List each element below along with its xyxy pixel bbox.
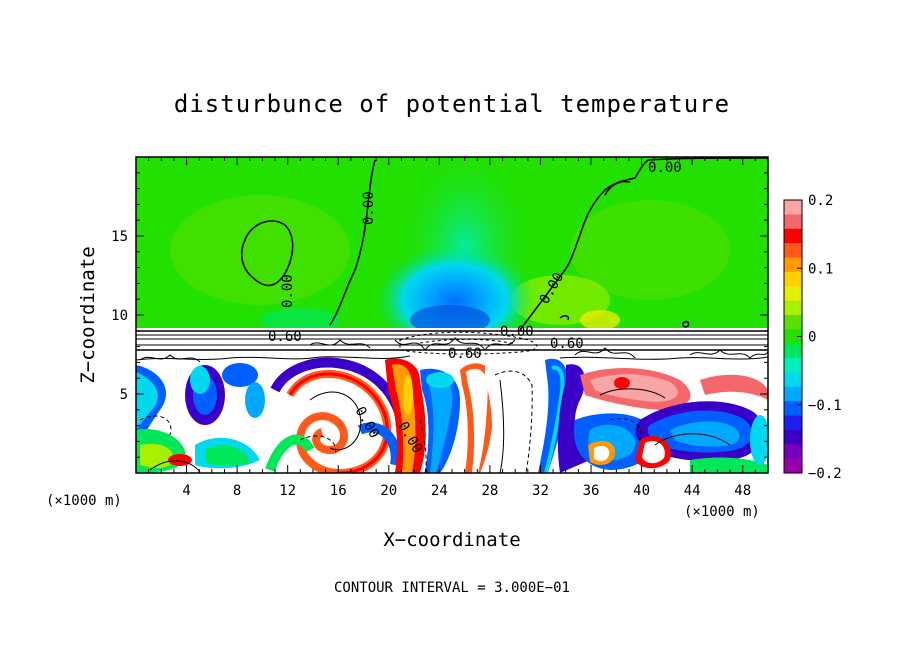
- colorbar-swatch: [784, 458, 802, 474]
- contour-label: 0.00: [500, 324, 534, 340]
- colorbar-tick-label: 0: [808, 330, 816, 346]
- colorbar-swatch: [784, 429, 802, 445]
- colorbar: 0.2 0.1 0 −0.1 −0.2: [783, 193, 842, 482]
- colorbar-swatch: [784, 358, 802, 373]
- y-tick-label: 10: [111, 308, 128, 324]
- colorbar-swatch: [784, 415, 802, 431]
- x-tick-label: 32: [532, 483, 549, 499]
- x-axis-label: X−coordinate: [383, 529, 520, 551]
- colorbar-swatch: [784, 214, 802, 230]
- x-axis-unit-right: (×1000 m): [684, 504, 760, 520]
- x-tick-label: 8: [233, 483, 241, 499]
- colorbar-swatch: [784, 200, 802, 215]
- x-tick-label: 4: [182, 483, 190, 499]
- x-tick-label: 12: [279, 483, 296, 499]
- x-tick-label: 20: [380, 483, 397, 499]
- colorbar-tick-label: 0.2: [808, 193, 833, 209]
- x-tick-label: 28: [481, 483, 498, 499]
- colorbar-swatch: [784, 271, 802, 287]
- x-axis-unit-left: (×1000 m): [46, 493, 122, 509]
- colorbar-swatch: [784, 386, 802, 402]
- colorbar-swatch: [784, 329, 802, 345]
- x-axis: 4 8 12 16 20 24 28 32 36 40 44 48: [135, 157, 769, 499]
- colorbar-tick-label: −0.1: [808, 398, 842, 414]
- contour-label: 0.60: [550, 336, 584, 352]
- contour-label: 0.00: [280, 274, 296, 308]
- colorbar-swatch: [784, 444, 802, 460]
- plot-area: [136, 157, 768, 473]
- colorbar-swatch: [784, 257, 802, 273]
- y-axis: 5 10 15: [111, 156, 768, 474]
- colorbar-swatch: [784, 401, 802, 417]
- colorbar-swatch: [784, 343, 802, 359]
- colorbar-swatch: [784, 286, 802, 302]
- x-tick-label: 44: [684, 483, 701, 499]
- contour-label: 0.00: [648, 160, 682, 176]
- colorbar-tick-label: −0.2: [808, 466, 842, 482]
- colorbar-swatch: [784, 300, 802, 316]
- colorbar-swatch: [784, 314, 802, 330]
- x-tick-label: 24: [431, 483, 448, 499]
- colorbar-swatch: [784, 243, 802, 258]
- contour-label: 0.60: [448, 346, 482, 362]
- colorbar-swatch: [784, 372, 802, 388]
- y-tick-label: 15: [111, 229, 128, 245]
- colorbar-tick-label: 0.1: [808, 261, 833, 277]
- x-tick-label: 40: [633, 483, 650, 499]
- x-tick-label: 36: [583, 483, 600, 499]
- y-axis-label: Z−coordinate: [77, 246, 99, 383]
- contour-label: 0.00: [361, 191, 377, 225]
- chart-title: disturbunce of potential temperature: [174, 90, 730, 118]
- contour-interval-note: CONTOUR INTERVAL = 3.000E−01: [334, 580, 570, 596]
- x-tick-label: 48: [734, 483, 751, 499]
- x-tick-label: 16: [330, 483, 347, 499]
- y-tick-label: 5: [120, 387, 128, 403]
- contour-label: 0.60: [268, 329, 302, 345]
- colorbar-swatch: [784, 228, 802, 244]
